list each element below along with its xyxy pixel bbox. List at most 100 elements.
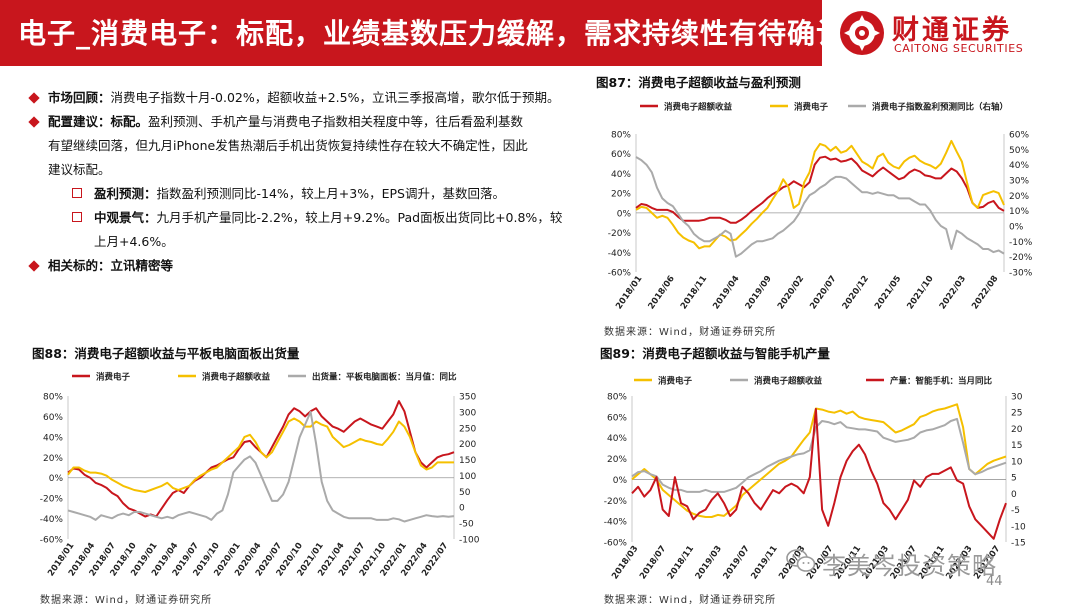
y-left-tick-label: 0%	[617, 209, 632, 219]
caitong-logo-icon	[840, 11, 884, 55]
y-right-tick-label: -15	[1011, 539, 1026, 549]
x-tick-label: 2018/01	[614, 274, 644, 311]
fig89-source: 数据来源：Wind，财通证券研究所	[604, 595, 777, 606]
y-right-tick-label: 50	[459, 488, 471, 498]
legend-label: 消费电子	[96, 372, 131, 383]
y-right-tick-label: -20%	[1009, 253, 1033, 263]
y-right-tick-label: -5	[1011, 506, 1020, 516]
page-number: 44	[986, 574, 1003, 589]
bullet-key: 配置建议：标配。	[48, 114, 149, 129]
legend-label: 消费电子超额收益	[664, 102, 733, 113]
y-left-tick-label: 20%	[611, 190, 631, 200]
fig89-chart: 80% 60% 40% 20% 0% -20% -40% -60% 30 25 20 15 10 5 0 -5…	[604, 376, 1026, 582]
y-left-tick-label: -20%	[604, 497, 628, 507]
series-line-3	[631, 408, 1007, 540]
fig88-source: 数据来源：Wind，财通证券研究所	[40, 595, 213, 606]
x-tick-label: 2018/07	[638, 544, 668, 581]
bullet-key: 市场回顾：	[48, 90, 111, 105]
y-left-tick-label: 40%	[607, 434, 627, 444]
watermark: 李美岑投资策略	[822, 552, 997, 580]
subbullet-earnings: 盈利预测：指数盈利预测同比-14%，较上月+3%，EPS调升，基数回落。	[22, 182, 582, 206]
y-left-tick-label: 40%	[43, 433, 63, 443]
diamond-bullet-icon	[28, 116, 40, 128]
y-left-tick-label: 80%	[43, 393, 63, 403]
y-right-tick-label: 15	[1011, 441, 1022, 451]
subbullet-meso: 中观景气：九月手机产量同比-2.2%，较上月+9.2%。Pad面板出货同比+0.…	[22, 206, 582, 254]
y-left-tick-label: -60%	[604, 539, 628, 549]
y-left-tick-label: -40%	[40, 515, 64, 525]
y-right-tick-label: 5	[1011, 474, 1017, 484]
y-right-tick-label: 100	[459, 472, 476, 482]
x-tick-label: 2020/07	[808, 274, 838, 311]
series-line-3	[635, 156, 1005, 258]
y-left-tick-label: 20%	[607, 455, 627, 465]
y-right-tick-label: 60%	[1009, 131, 1029, 141]
y-right-tick-label: 0	[1011, 490, 1017, 500]
diamond-bullet-icon	[28, 260, 40, 272]
y-left-tick-label: 60%	[43, 413, 63, 423]
wechat-icon	[786, 549, 816, 572]
header-bar: 电子_消费电子：标配，业绩基数压力缓解，需求持续性有待确认 财通证券 CAITO…	[0, 0, 1080, 66]
series-line-3	[67, 410, 455, 523]
y-right-tick-label: 30%	[1009, 177, 1029, 187]
y-right-tick-label: -50	[459, 520, 474, 530]
y-right-tick-label: -100	[459, 536, 480, 546]
y-left-tick-label: 0%	[613, 476, 628, 486]
x-tick-label: 2018/03	[610, 544, 640, 581]
y-left-tick-label: 0%	[49, 474, 64, 484]
fig88-chart: 80% 60% 40% 20% 0% -20% -40% -60% 350 300 250 200 15…	[40, 372, 480, 579]
square-bullet-icon	[72, 188, 82, 198]
summary-bullets: 市场回顾：消费电子指数十月-0.02%，超额收益+2.5%，立讯三季报高增，歌尔…	[22, 86, 582, 278]
series-line-1	[67, 400, 455, 518]
subbullet-text: 上月+4.6%。	[94, 234, 174, 249]
bullet-market-review: 市场回顾：消费电子指数十月-0.02%，超额收益+2.5%，立讯三季报高增，歌尔…	[22, 86, 582, 110]
y-right-tick-label: 25	[1011, 409, 1022, 419]
x-tick-label: 2019/11	[749, 544, 779, 581]
y-right-tick-label: 20%	[1009, 192, 1029, 202]
x-tick-label: 2018/06	[646, 274, 676, 311]
y-right-tick-label: -30%	[1009, 269, 1033, 279]
subbullet-key: 盈利预测：	[94, 186, 157, 201]
y-right-tick-label: 0	[459, 504, 465, 514]
fig87-chart: 80% 60% 40% 20% 0% -20% -40% -60% 60% 50% 40% 30% 20…	[608, 102, 1033, 312]
y-right-tick-label: 350	[459, 393, 476, 403]
y-right-tick-label: -10%	[1009, 238, 1033, 248]
y-right-tick-label: 30	[1011, 393, 1023, 403]
legend-label: 产量：智能手机：当月同比	[890, 376, 993, 387]
y-right-tick-label: 20	[1011, 425, 1023, 435]
y-left-tick-label: -20%	[40, 495, 64, 505]
bullet-key: 相关标的：立讯精密等	[48, 258, 174, 273]
bullet-text: 有望继续回落，但九月iPhone发售热潮后手机出货恢复持续性存在较大不确定性，因…	[48, 138, 528, 153]
bullet-text: 建议标配。	[48, 162, 111, 177]
y-left-tick-label: -60%	[40, 536, 64, 546]
x-tick-label: 2021/05	[873, 274, 903, 311]
x-tick-label: 2018/11	[666, 544, 696, 581]
diamond-bullet-icon	[28, 92, 40, 104]
y-left-tick-label: 40%	[611, 170, 631, 180]
series-line-1	[631, 403, 1007, 518]
x-tick-label: 2022/08	[970, 274, 1000, 311]
x-tick-label: 2019/03	[694, 544, 724, 581]
y-right-tick-label: 250	[459, 424, 476, 434]
fig88-title: 图88：消费电子超额收益与平板电脑面板出货量	[32, 346, 300, 361]
legend-label: 出货量：平板电脑面板：当月值：同比	[312, 372, 457, 383]
x-tick-label: 2021/10	[905, 274, 935, 311]
x-tick-label: 2022/03	[938, 274, 968, 311]
y-left-tick-label: 20%	[43, 454, 63, 464]
legend-label: 消费电子	[658, 376, 693, 387]
legend-label: 消费电子指数盈利预测同比（右轴）	[872, 102, 1008, 113]
y-left-tick-label: 80%	[607, 393, 627, 403]
y-left-tick-label: 60%	[611, 150, 631, 160]
y-left-tick-label: 80%	[611, 131, 631, 141]
y-right-tick-label: 50%	[1009, 146, 1029, 156]
y-right-tick-label: 40%	[1009, 161, 1029, 171]
square-bullet-icon	[72, 212, 82, 222]
logo-cn-text: 财通证券	[892, 15, 1012, 46]
x-tick-label: 2019/09	[744, 274, 774, 311]
subbullet-key: 中观景气：	[94, 210, 157, 225]
legend-label: 消费电子超额收益	[202, 372, 271, 383]
y-left-tick-label: -20%	[608, 229, 632, 239]
y-right-tick-label: 0%	[1009, 223, 1024, 233]
y-left-tick-label: -40%	[604, 518, 628, 528]
bullet-related: 相关标的：立讯精密等	[22, 254, 582, 278]
